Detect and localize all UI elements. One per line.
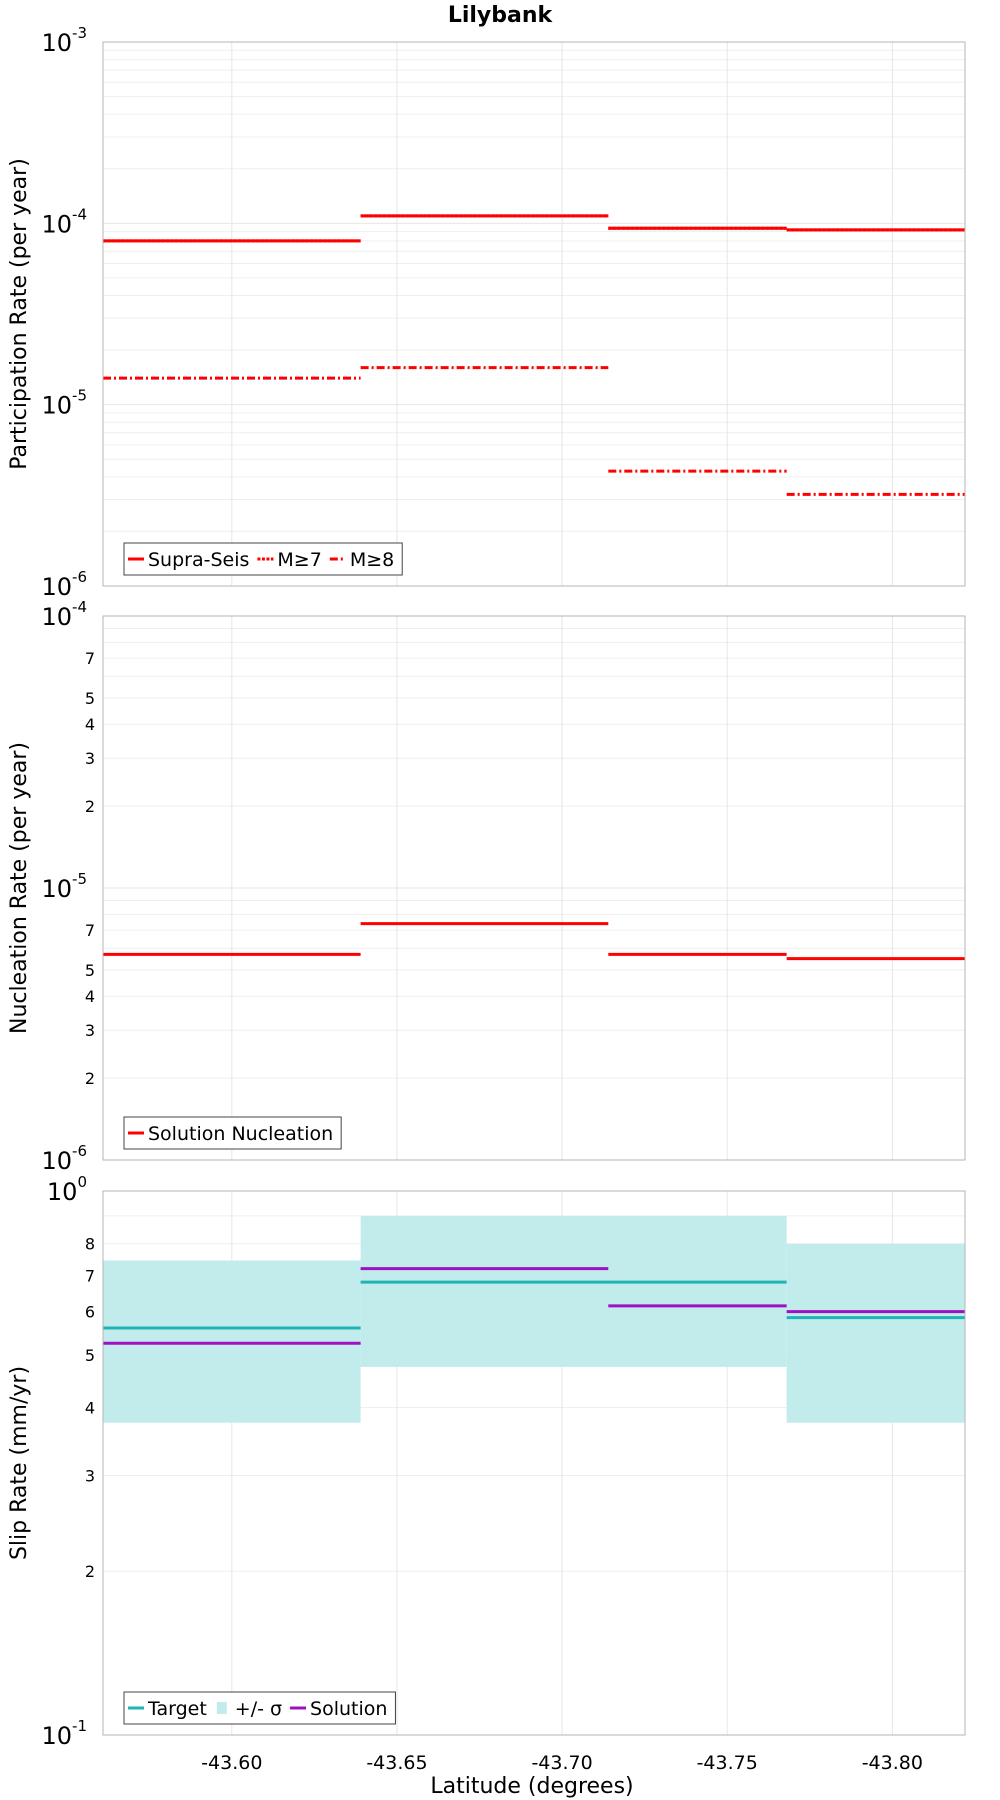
y-minor-tick-label: 3	[85, 749, 95, 768]
x-tick-label: -43.60	[201, 1752, 262, 1774]
x-tick-label: -43.75	[697, 1752, 758, 1774]
legend-entry: Solution Nucleation	[148, 1123, 333, 1145]
legend: Supra-Seis M≥7 M≥8	[123, 542, 403, 576]
y-minor-tick-label: 5	[85, 1346, 95, 1365]
y-minor-tick-label: 7	[85, 921, 95, 940]
y-tick-label: 10-1	[41, 1717, 87, 1750]
legend: Target +/- σ Solution	[123, 1691, 396, 1725]
chart-panel-1: 10-6 10-5 10-4 10-3 Participation Rate (per …	[7, 24, 966, 601]
y-tick-label: 10-5	[41, 387, 87, 420]
x-tick-label: -43.80	[862, 1752, 923, 1774]
legend-entry: Target	[147, 1698, 207, 1720]
y-tick-label: 10-5	[41, 870, 87, 903]
y-minor-tick-label: 7	[85, 1266, 95, 1285]
plot-frame	[102, 1190, 966, 1736]
legend-entry: M≥7	[277, 549, 321, 571]
x-axis-ticks: -43.60 -43.65 -43.70 -43.75 -43.80	[201, 1752, 923, 1774]
y-minor-tick-label: 6	[85, 1303, 95, 1322]
y-minor-tick-label: 4	[85, 987, 95, 1006]
legend-entry: Supra-Seis	[148, 549, 249, 571]
chart-panel-3: 10-1 100 2 3 4 5 6 7 8 Slip Rate (mm/yr) Target +/-…	[7, 1173, 966, 1750]
sigma-band-segment	[103, 1260, 361, 1423]
y-minor-tick-label: 4	[85, 1398, 95, 1417]
x-tick-label: -43.70	[531, 1752, 592, 1774]
y-axis-label: Nucleation Rate (per year)	[7, 742, 32, 1034]
y-minor-tick-label: 7	[85, 649, 95, 668]
y-tick-label: 10-4	[41, 598, 87, 631]
y-minor-tick-label: 2	[85, 1562, 95, 1581]
legend-box	[123, 1691, 396, 1725]
legend-entry: Solution	[310, 1698, 387, 1720]
y-tick-label: 10-4	[41, 205, 87, 238]
y-minor-tick-label: 8	[85, 1235, 95, 1254]
legend-entry: +/- σ	[235, 1698, 282, 1720]
y-minor-tick-label: 4	[85, 715, 95, 734]
y-tick-label: 100	[47, 1173, 87, 1206]
plot-frame	[102, 615, 966, 1161]
y-axis-label: Participation Rate (per year)	[7, 158, 32, 470]
sigma-band-segment	[360, 1215, 787, 1367]
x-tick-label: -43.65	[366, 1752, 427, 1774]
y-minor-tick-label: 2	[85, 797, 95, 816]
sigma-band-segment	[786, 1243, 965, 1423]
chart-panel-2: 10-6 10-5 10-4 2 3 4 5 7 2 3 4 5 7 Nucleation Rate (p…	[7, 598, 966, 1175]
legend-box	[123, 1116, 342, 1150]
y-minor-tick-label: 5	[85, 689, 95, 708]
x-axis-label: Latitude (degrees)	[430, 1774, 633, 1799]
panels: 10-6 10-5 10-4 10-3 Participation Rate (per …	[7, 24, 966, 1750]
legend-entry: M≥8	[350, 549, 394, 571]
y-axis-label: Slip Rate (mm/yr)	[7, 1366, 32, 1560]
legend: Solution Nucleation	[123, 1116, 342, 1150]
y-tick-label: 10-6	[41, 568, 87, 601]
y-minor-tick-label: 3	[85, 1466, 95, 1485]
legend-swatch	[216, 1702, 227, 1714]
plot-frame	[102, 41, 966, 587]
y-minor-tick-label: 3	[85, 1021, 95, 1040]
y-minor-tick-label: 5	[85, 961, 95, 980]
y-tick-label: 10-6	[41, 1142, 87, 1175]
chart-title: Lilybank	[448, 3, 554, 28]
y-minor-tick-label: 2	[85, 1069, 95, 1088]
y-tick-label: 10-3	[41, 24, 87, 57]
